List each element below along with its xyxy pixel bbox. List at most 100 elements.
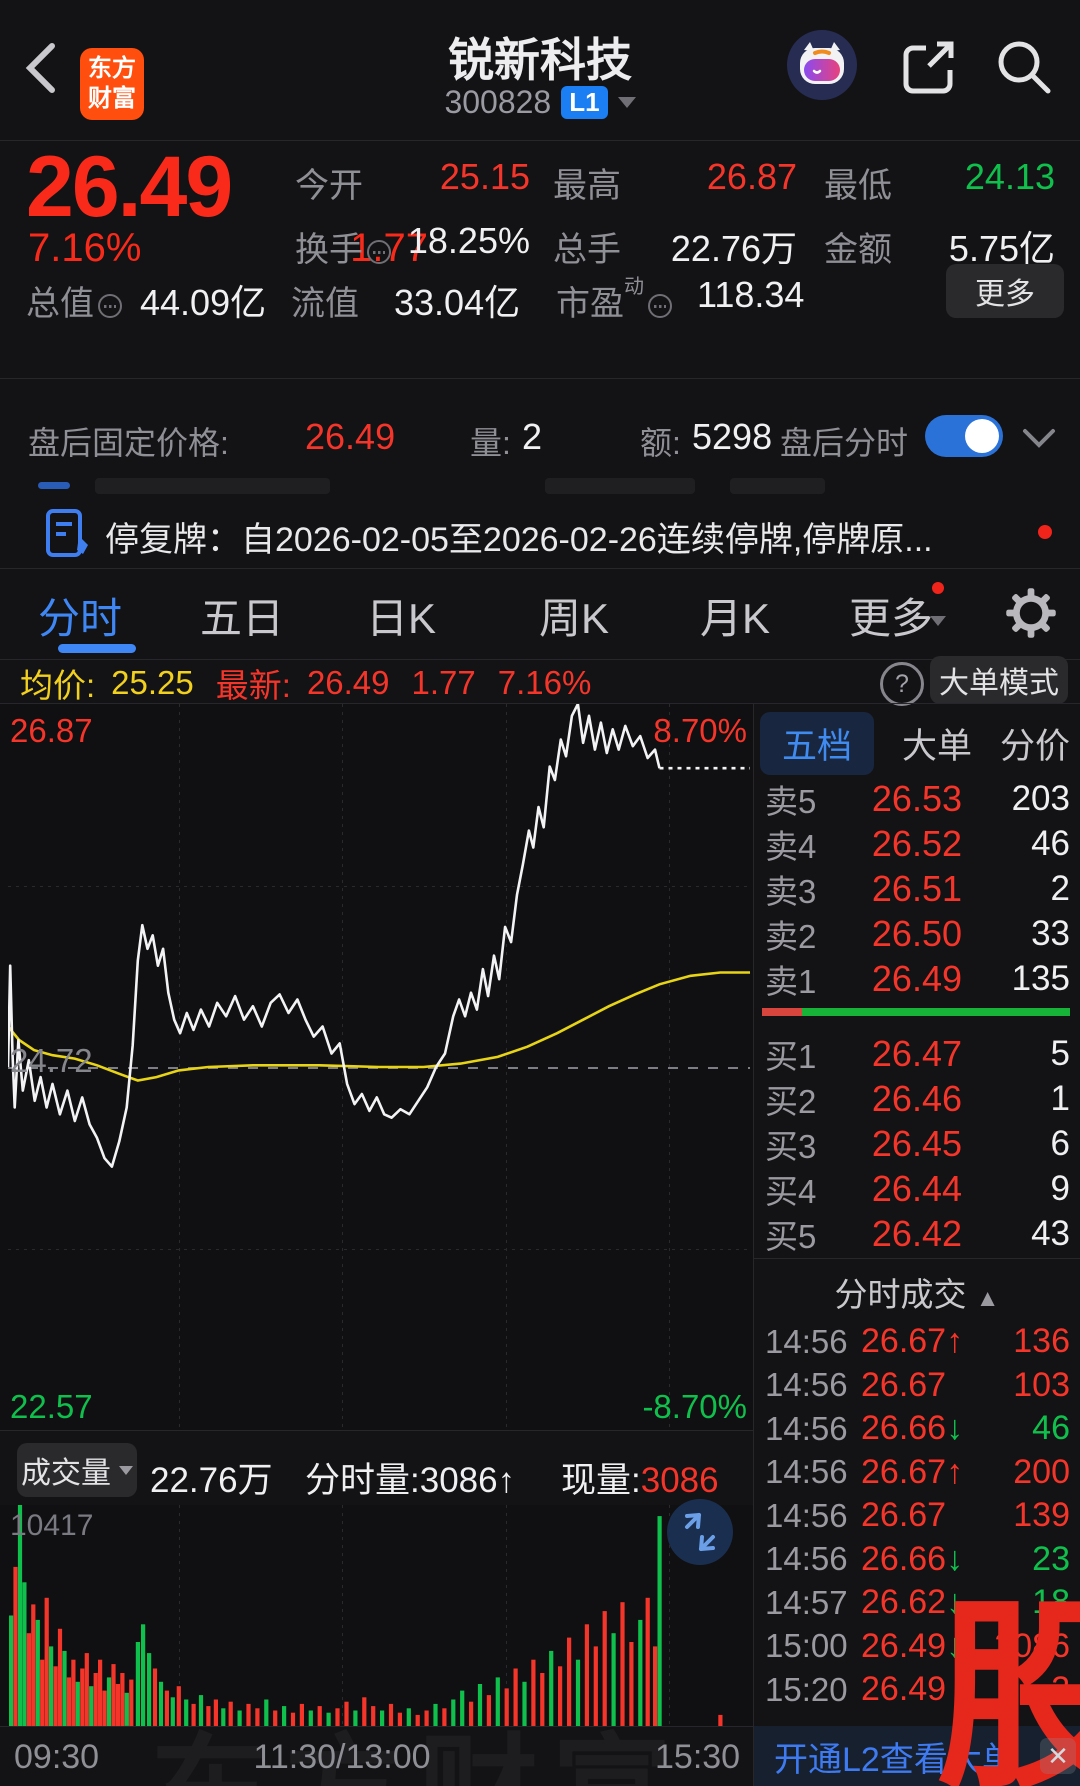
- book-price: 26.52: [871, 822, 962, 864]
- sell-row[interactable]: 卖4 26.52 46: [765, 821, 1070, 866]
- close-icon[interactable]: ✕: [1040, 1738, 1076, 1774]
- afterhours-label: 盘后固定价格:: [28, 425, 229, 461]
- logo-line1: 东方: [88, 55, 136, 82]
- book-level: 买3: [765, 1127, 817, 1165]
- tick-volume: 3086: [994, 1626, 1070, 1665]
- tick-direction-icon: ↓: [946, 1583, 964, 1621]
- field-label-low: 最低: [824, 167, 892, 205]
- sell-row[interactable]: 卖1 26.49 135: [765, 956, 1070, 1001]
- tick-time: 14:57: [765, 1583, 848, 1621]
- volume-type-selector[interactable]: 成交量: [17, 1443, 137, 1497]
- volume-bars: [9, 1505, 723, 1726]
- search-icon[interactable]: [993, 36, 1055, 98]
- tick-price: 26.67↑: [861, 1322, 964, 1360]
- book-volume: 33: [1031, 913, 1070, 953]
- current-price: 26.49: [26, 139, 233, 235]
- book-level: 卖3: [765, 872, 817, 910]
- field-label-turnover[interactable]: 换手: [295, 222, 391, 271]
- tick-volume: 23: [1032, 1539, 1070, 1578]
- tab-price-dist[interactable]: 分价: [999, 727, 1070, 766]
- stock-code: 300828: [444, 84, 552, 120]
- suspension-notice[interactable]: 停复牌：自2026-02-05至2026-02-26连续停牌,停牌原...: [105, 521, 933, 559]
- field-label-totalvol: 总手: [553, 231, 621, 269]
- tick-list-header[interactable]: 分时成交 ▲: [834, 1276, 1000, 1313]
- chevron-down-icon[interactable]: [1022, 428, 1056, 450]
- field-label-mktcap[interactable]: 总值: [26, 276, 122, 325]
- last-label: 最新:: [215, 667, 291, 704]
- field-value-turnover: 18.25%: [407, 220, 530, 261]
- book-volume: 9: [1050, 1168, 1070, 1208]
- tab-daily[interactable]: 日K: [366, 595, 437, 642]
- change-percent: 7.16%: [28, 226, 142, 270]
- current-volume: 现量:3086: [561, 1461, 719, 1500]
- chart-high-pct-label: 8.70%: [653, 712, 747, 749]
- stock-code-row[interactable]: 300828 L1: [0, 84, 1080, 121]
- active-tab-underline: [58, 644, 136, 653]
- chevron-down-icon: [119, 1465, 133, 1475]
- volume-total: 22.76万: [150, 1461, 273, 1500]
- tick-volume: 18: [1032, 1583, 1070, 1621]
- tick-price: 26.66↓: [861, 1409, 964, 1447]
- book-level: 卖2: [765, 917, 817, 955]
- big-order-mode-button[interactable]: 大单模式: [930, 656, 1068, 704]
- tick-time: 14:56: [765, 1453, 848, 1490]
- tick-row: 14:56 26.66↓ 23: [765, 1538, 1070, 1581]
- tick-direction-icon: ↓: [946, 1539, 964, 1578]
- tick-price: 26.62↓: [861, 1583, 964, 1621]
- afterhours-vol: 2: [522, 416, 543, 457]
- field-label-open: 今开: [295, 167, 363, 205]
- info-icon: [648, 294, 672, 319]
- book-volume: 5: [1050, 1033, 1070, 1073]
- afterhours-toggle[interactable]: [925, 415, 1003, 457]
- buy-row[interactable]: 买1 26.47 5: [765, 1031, 1070, 1076]
- l2-promo-bar[interactable]: 开通L2查看大单 ✕: [754, 1726, 1080, 1786]
- chart-high-label: 26.87: [10, 712, 93, 749]
- book-volume: 203: [1011, 778, 1070, 818]
- field-label-pe[interactable]: 市盈动: [556, 276, 672, 325]
- change-row: 7.16% 1.77: [28, 226, 428, 271]
- tab-big-orders[interactable]: 大单: [901, 727, 972, 766]
- tick-time: 15:20: [765, 1670, 848, 1708]
- volume-chart-pane[interactable]: 10417: [0, 1499, 753, 1726]
- tab-more[interactable]: 更多: [849, 595, 934, 642]
- help-icon[interactable]: ?: [880, 662, 924, 706]
- tick-price: 26.49↓: [861, 1626, 964, 1665]
- field-value-low: 24.13: [964, 156, 1055, 197]
- book-volume: 46: [1031, 823, 1070, 863]
- sell-row[interactable]: 卖2 26.50 33: [765, 911, 1070, 956]
- tab-minute[interactable]: 分时: [38, 595, 123, 642]
- tab-weekly[interactable]: 周K: [539, 595, 610, 642]
- afterhours-vol-label: 量:: [470, 425, 511, 461]
- tick-row: 14:56 26.67↑ 200: [765, 1451, 1070, 1494]
- assistant-robot-icon[interactable]: [787, 30, 857, 100]
- gear-icon[interactable]: [1004, 586, 1058, 640]
- book-level: 卖4: [765, 827, 817, 865]
- tick-row: 14:56 26.67↑ 136: [765, 1320, 1070, 1363]
- buy-row[interactable]: 买3 26.45 6: [765, 1121, 1070, 1166]
- level-badge: L1: [561, 86, 608, 119]
- last-change: 1.77: [411, 664, 476, 701]
- info-icon: [98, 294, 122, 319]
- more-button[interactable]: 更多: [946, 264, 1064, 318]
- buy-row[interactable]: 买2 26.46 1: [765, 1076, 1070, 1121]
- buy-row[interactable]: 买5 26.42 43: [765, 1211, 1070, 1256]
- tab-5day[interactable]: 五日: [200, 595, 285, 642]
- sell-row[interactable]: 卖5 26.53 203: [765, 776, 1070, 821]
- buy-row[interactable]: 买4 26.44 9: [765, 1166, 1070, 1211]
- book-level: 买1: [765, 1037, 817, 1075]
- share-icon[interactable]: [898, 38, 956, 96]
- time-label-close: 15:30: [655, 1738, 741, 1776]
- time-label-open: 09:30: [14, 1738, 100, 1776]
- last-value: 26.49: [306, 664, 390, 701]
- expand-chart-button[interactable]: [665, 1497, 735, 1567]
- sell-row[interactable]: 卖3 26.51 2: [765, 866, 1070, 911]
- tab-monthly[interactable]: 月K: [700, 595, 771, 642]
- back-icon[interactable]: [20, 40, 64, 96]
- tick-row: 14:56 26.67 103: [765, 1364, 1070, 1407]
- tab-five-level[interactable]: 五档: [760, 712, 875, 775]
- tab-more-badge-dot: [932, 582, 944, 594]
- book-level: 买4: [765, 1172, 817, 1210]
- field-value-pe: 118.34: [697, 274, 805, 315]
- tick-price: 26.67: [861, 1365, 947, 1404]
